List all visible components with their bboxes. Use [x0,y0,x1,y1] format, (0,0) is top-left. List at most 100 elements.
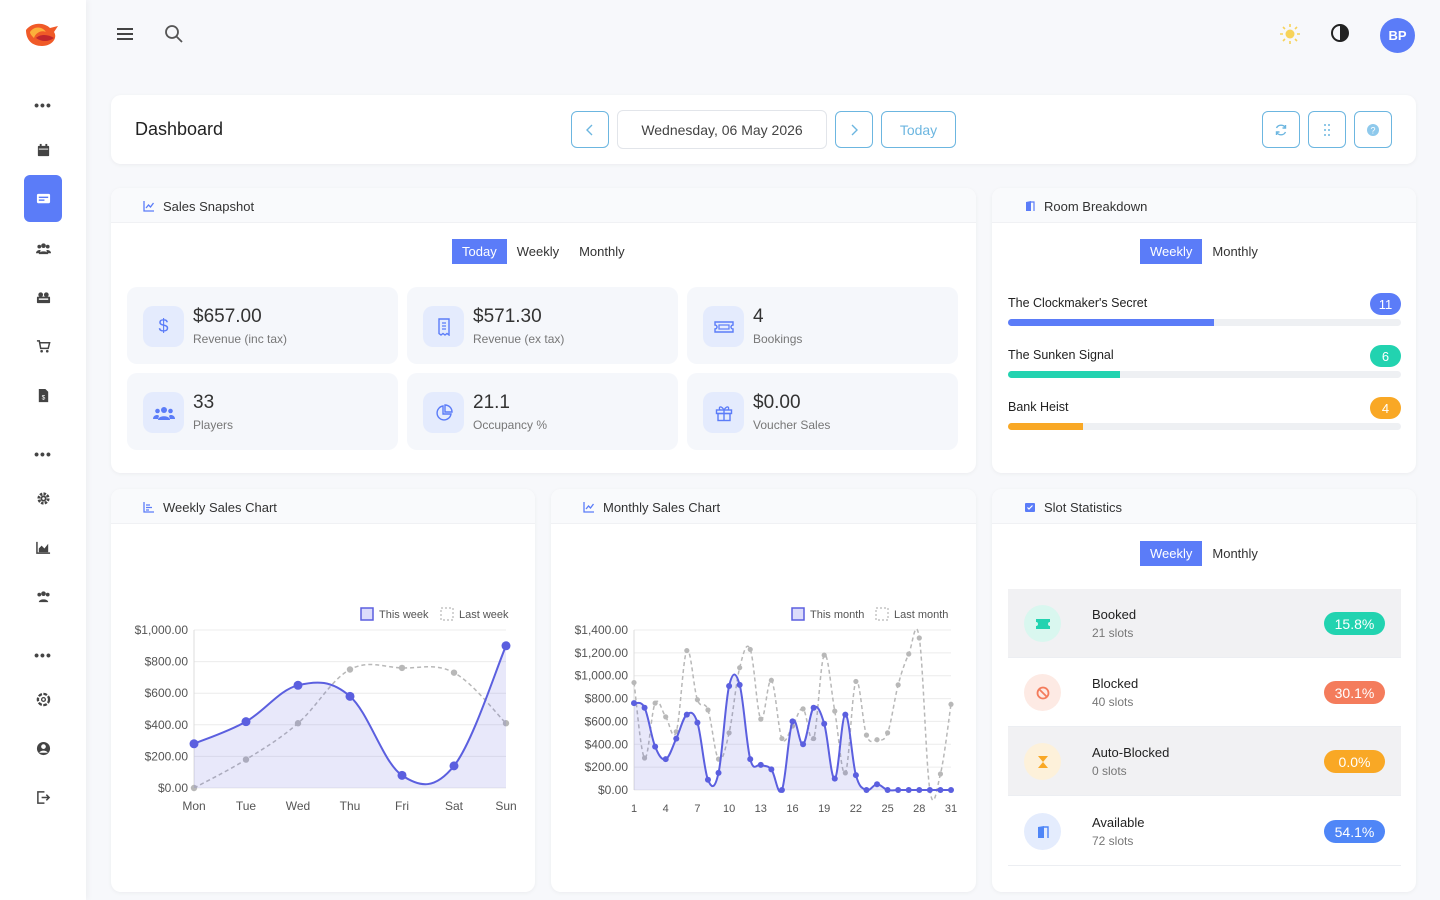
legend-label: This week [379,609,429,621]
logout-icon[interactable] [24,778,62,816]
data-point-last [842,770,848,776]
invoice-icon[interactable]: $ [24,376,62,414]
data-point-last [705,707,711,713]
x-tick-label: 10 [723,803,735,815]
card-header: Slot Statistics [992,489,1416,524]
date-display[interactable]: Wednesday, 06 May 2026 [617,110,827,149]
data-point-this [673,735,680,742]
data-point-last [726,730,732,736]
data-point-this [852,772,859,779]
line-chart-icon [583,502,595,513]
data-point-last [853,678,859,685]
data-point-this [397,770,407,780]
slot-count: 0 slots [1092,764,1127,778]
legend-label: Last week [459,609,509,621]
layout-button[interactable] [1308,111,1346,148]
data-point-last [874,737,880,743]
data-point-last [652,700,658,706]
data-point-this [652,743,659,750]
sun-icon[interactable] [1278,22,1302,46]
data-point-last [800,706,806,712]
hourglass-icon [1024,743,1061,780]
tab-monthly[interactable]: Monthly [1212,546,1258,561]
staff-icon[interactable] [24,577,62,615]
tab-weekly[interactable]: Weekly [1140,541,1203,566]
room-name: The Clockmaker's Secret [1008,296,1148,310]
avatar[interactable]: BP [1380,18,1415,53]
data-point-this [810,704,817,711]
account-icon[interactable] [24,729,62,767]
data-point-last [641,755,648,761]
receipt-icon [423,306,464,347]
dashboard-icon[interactable] [24,175,62,222]
period-toggle: Weekly Monthly [1140,239,1268,264]
reports-icon[interactable] [24,528,62,566]
contrast-icon[interactable] [1328,21,1352,45]
series-area-fill [634,674,951,792]
x-tick-label: 22 [850,803,862,815]
data-point-last [832,708,838,714]
data-point-this [768,766,775,773]
card-header: Sales Snapshot [111,188,976,223]
slot-title: Booked [1092,607,1137,622]
series-area-fill [194,645,506,788]
rooms-icon[interactable] [24,278,62,316]
weekly-sales-chart: $1,000.00 $800.00 $600.00 $400.00 $200.00 $0.… [135,607,517,813]
today-button[interactable]: Today [881,111,956,148]
card-header: Monthly Sales Chart [551,489,976,524]
tab-weekly[interactable]: Weekly [1140,239,1203,264]
next-date-button[interactable] [835,111,873,148]
refresh-button[interactable] [1262,111,1300,148]
data-point-last [631,679,637,686]
data-point-this [937,787,944,793]
y-tick-label: $1,200.00 [575,646,629,660]
x-tick-label: Mon [182,799,205,813]
x-tick-label: 19 [818,803,830,815]
menu-icon[interactable] [113,22,137,46]
x-tick-label: Tue [236,799,257,813]
stat-label: Occupancy % [473,418,548,432]
x-tick-label: 31 [945,803,957,815]
y-tick-label: $0.00 [598,783,628,797]
search-icon[interactable] [162,22,186,46]
card-title: Weekly Sales Chart [163,500,277,515]
help-button[interactable]: ? [1354,111,1392,148]
slot-row-blocked: Blocked 40 slots 30.1% [1008,658,1401,727]
tab-monthly[interactable]: Monthly [579,244,625,259]
line-chart-icon [143,201,155,212]
legend-swatch [360,607,374,621]
data-point-last [663,714,669,720]
users-icon [143,392,184,433]
stat-label: Players [193,418,234,432]
gear-icon[interactable] [24,479,62,517]
calendar-icon[interactable] [24,131,62,169]
x-tick-label: Sat [445,799,464,813]
legend-label: Last month [894,609,948,621]
nav-section-dots: ••• [34,647,52,663]
data-point-this [631,700,637,707]
data-point-last [684,647,690,654]
x-tick-label: 4 [663,803,669,815]
room-progress-bar [1008,423,1401,430]
cart-icon[interactable] [24,327,62,365]
dashboard-header: Dashboard Wednesday, 06 May 2026 Today ? [111,95,1416,164]
brand-logo[interactable] [22,20,62,50]
stat-tile-revenue-inc: $ $657.00 Revenue (inc tax) [127,287,398,364]
card-title: Sales Snapshot [163,199,255,214]
tab-weekly[interactable]: Weekly [516,244,560,259]
room-count-badge: 4 [1370,397,1401,419]
data-point-this [926,787,933,793]
slot-percent-badge: 30.1% [1324,681,1385,704]
customers-icon[interactable] [24,229,62,267]
prev-date-button[interactable] [571,111,609,148]
tab-today[interactable]: Today [452,239,507,264]
data-point-this [293,680,303,690]
card-header: Weekly Sales Chart [111,489,535,524]
y-tick-label: $0.00 [158,781,188,795]
support-icon[interactable] [24,680,62,718]
data-point-last [779,735,785,742]
refresh-icon [1275,124,1287,135]
grid-dots-icon [1324,123,1330,136]
tab-monthly[interactable]: Monthly [1212,244,1258,259]
data-point-this [641,704,648,711]
